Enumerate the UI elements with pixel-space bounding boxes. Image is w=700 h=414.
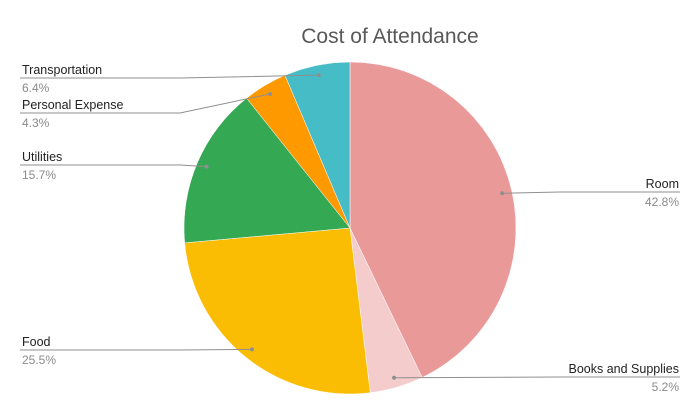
slice-label-room: Room 42.8%	[500, 177, 680, 209]
slice-label-personal-expense: Personal Expense 4.3%	[20, 91, 273, 130]
leader-line-personal-expense	[20, 93, 271, 114]
slice-label-utilities: Utilities 15.7%	[20, 150, 209, 182]
slice-labels: Room 42.8% Books and Supplies 5.2% Food 25.5%…	[20, 63, 680, 394]
slice-name-utilities: Utilities	[22, 150, 62, 164]
pie-slice-food	[184, 227, 371, 395]
leader-line-room	[502, 191, 680, 194]
slice-percent-food: 25.5%	[22, 353, 56, 367]
leader-line-utilities	[20, 164, 207, 168]
slice-name-personal-expense: Personal Expense	[22, 98, 124, 112]
slice-percent-books-and-supplies: 5.2%	[652, 380, 680, 394]
leader-dot-books-and-supplies	[392, 375, 397, 380]
leader-line-books-and-supplies	[394, 376, 680, 379]
pie-slice-room	[349, 61, 517, 378]
slice-label-books-and-supplies: Books and Supplies 5.2%	[392, 362, 680, 394]
slice-label-transportation: Transportation 6.4%	[20, 63, 321, 95]
pie-slices	[183, 61, 517, 395]
leader-dot-utilities	[204, 164, 209, 169]
pie-slice-transportation	[284, 61, 351, 229]
leader-line-transportation	[20, 74, 319, 79]
slice-percent-personal-expense: 4.3%	[22, 116, 50, 130]
leader-dot-personal-expense	[268, 91, 273, 96]
slice-percent-utilities: 15.7%	[22, 168, 56, 182]
leader-dot-room	[500, 191, 505, 196]
slice-name-transportation: Transportation	[22, 63, 102, 77]
slice-name-room: Room	[646, 177, 679, 191]
slice-name-books-and-supplies: Books and Supplies	[569, 362, 680, 376]
pie-slice-utilities	[183, 97, 351, 244]
chart-title: Cost of Attendance	[301, 25, 478, 48]
leader-line-food	[20, 348, 252, 351]
slice-percent-room: 42.8%	[645, 195, 679, 209]
slice-name-food: Food	[22, 335, 51, 349]
leader-dot-transportation	[316, 73, 321, 78]
slice-label-food: Food 25.5%	[20, 335, 254, 367]
slice-percent-transportation: 6.4%	[22, 81, 50, 95]
leader-dot-food	[249, 347, 254, 352]
